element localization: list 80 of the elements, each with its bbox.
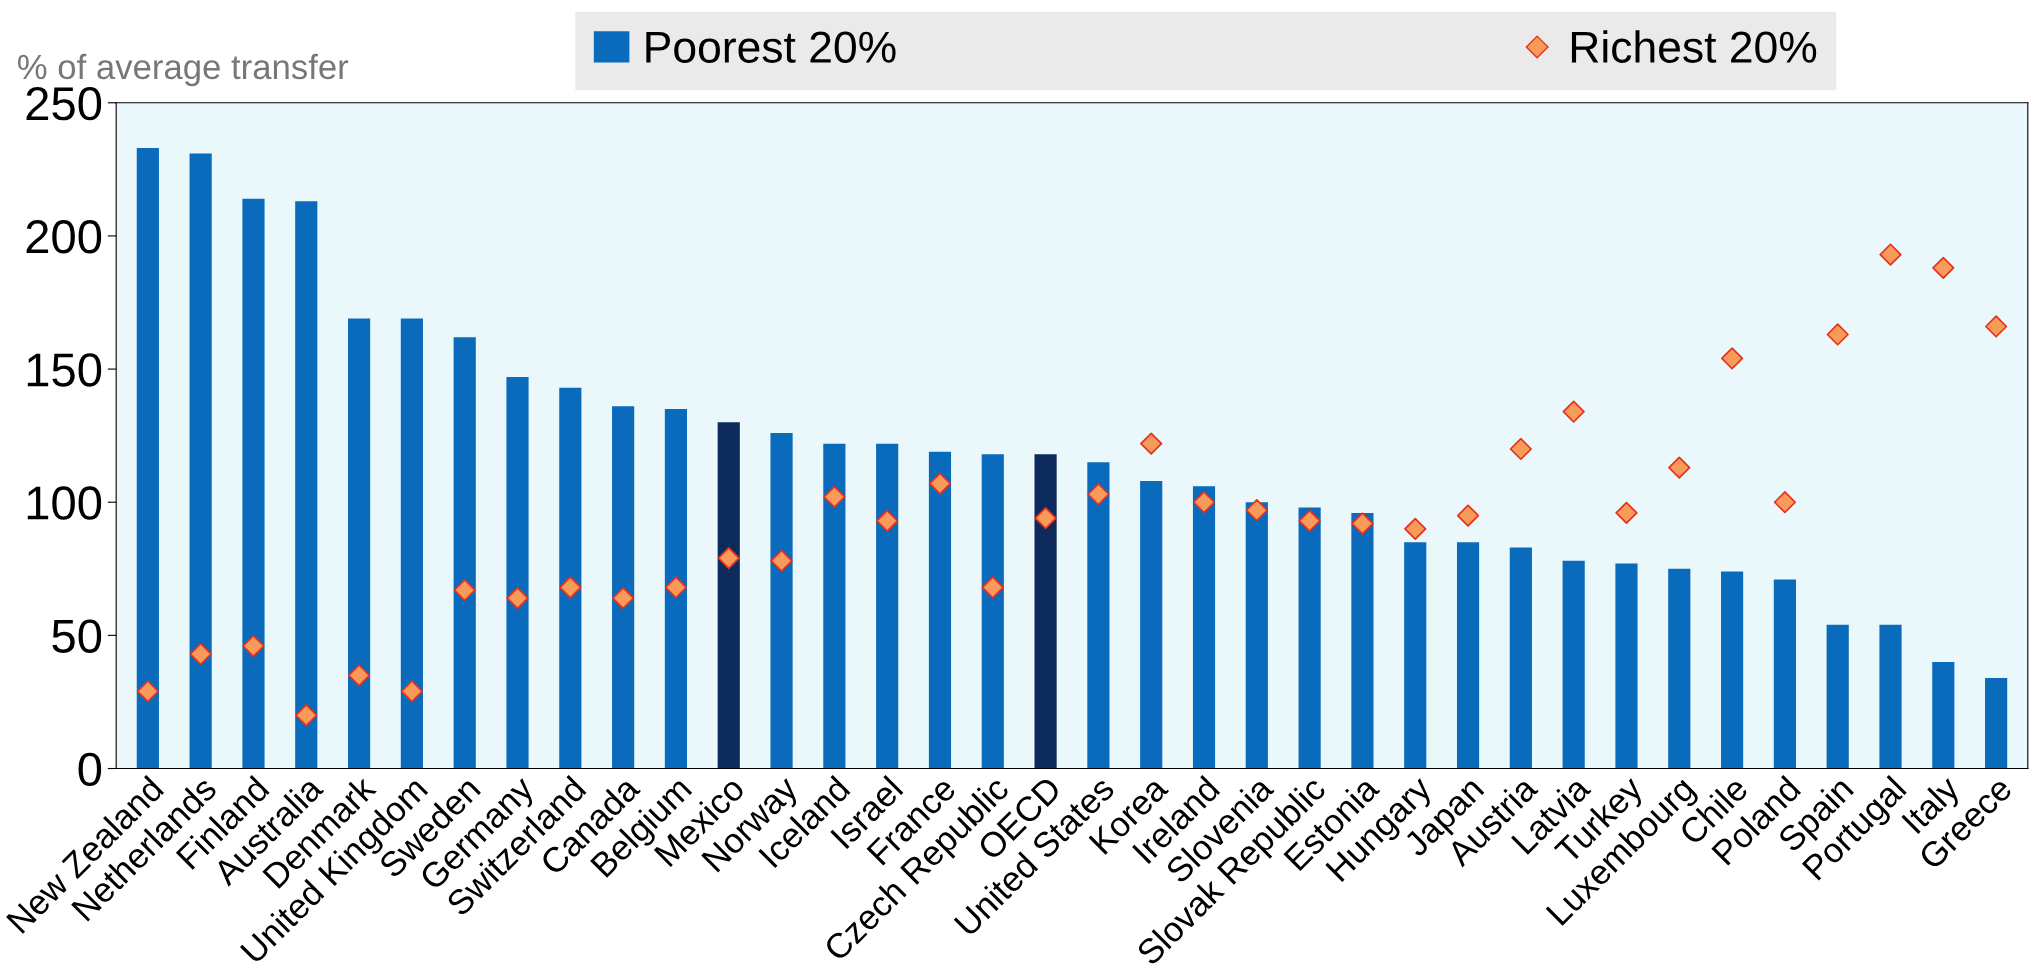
- point: [1456, 504, 1480, 527]
- point: [1245, 499, 1268, 522]
- bar: [1879, 624, 1902, 769]
- bar: [242, 198, 265, 769]
- point: [1298, 509, 1321, 533]
- bar: [1140, 480, 1163, 769]
- bar: [136, 148, 159, 769]
- bar: [770, 432, 793, 769]
- bar: [1245, 502, 1268, 769]
- point: [453, 578, 476, 602]
- point: [1140, 432, 1163, 455]
- bar: [1615, 563, 1638, 769]
- point: [1034, 507, 1057, 530]
- point: [189, 642, 212, 666]
- bar: [928, 451, 952, 769]
- point: [347, 664, 371, 687]
- point: [1932, 256, 1955, 280]
- point: [981, 576, 1004, 599]
- point: [136, 680, 159, 703]
- y-tick-label: 100: [27, 486, 102, 520]
- bar: [823, 443, 846, 769]
- point: [1773, 491, 1797, 514]
- bar: [1826, 624, 1849, 769]
- point: [928, 472, 952, 495]
- bar: [1456, 542, 1480, 769]
- bar: [1404, 542, 1427, 769]
- bar: [1034, 454, 1057, 769]
- point: [664, 576, 688, 599]
- bar: [1351, 512, 1374, 769]
- point: [295, 704, 318, 727]
- point: [1087, 483, 1110, 506]
- bar: [1509, 547, 1532, 769]
- bar: [1773, 579, 1796, 769]
- point: [1826, 323, 1849, 346]
- bar: [612, 406, 635, 769]
- legend-label: Richest 20%: [1571, 30, 1817, 63]
- bar: [559, 387, 582, 769]
- point: [1509, 437, 1532, 461]
- bar: [664, 409, 688, 769]
- legend-label: Poorest 20%: [646, 31, 896, 63]
- point: [1562, 400, 1585, 423]
- bar: [981, 454, 1004, 769]
- bar: [453, 337, 476, 769]
- y-tick-label: 50: [52, 619, 102, 653]
- point: [242, 634, 265, 658]
- bar: [1985, 677, 2008, 769]
- bar: [189, 153, 212, 769]
- point: [506, 586, 529, 610]
- y-tick-label: 250: [26, 86, 102, 121]
- bar: [1562, 560, 1585, 769]
- point: [559, 576, 582, 599]
- point: [1668, 456, 1691, 479]
- bar: [717, 422, 740, 769]
- y-tick-label: 150: [27, 353, 102, 387]
- bar: [1932, 662, 1955, 769]
- bar: [1721, 571, 1744, 769]
- point: [1404, 517, 1427, 540]
- point: [876, 509, 899, 533]
- point: [717, 547, 740, 570]
- point: [611, 586, 635, 610]
- point: [1720, 347, 1744, 370]
- bar: [347, 318, 371, 769]
- point: [1351, 512, 1374, 535]
- point: [770, 549, 793, 572]
- y-tick-label: 200: [26, 220, 102, 254]
- point: [400, 680, 424, 703]
- point: [1615, 501, 1638, 525]
- bar: [506, 377, 529, 769]
- bar: [1087, 462, 1110, 769]
- point: [823, 485, 846, 509]
- y-axis-title: % of average transfer: [18, 53, 349, 87]
- bar: [876, 443, 899, 769]
- bar: [400, 318, 423, 769]
- bar: [295, 201, 318, 769]
- point: [1984, 315, 2008, 338]
- point: [1879, 243, 1902, 266]
- bar: [1192, 486, 1216, 769]
- point: [1192, 491, 1216, 514]
- bar: [1298, 507, 1321, 769]
- bar: [1668, 568, 1691, 769]
